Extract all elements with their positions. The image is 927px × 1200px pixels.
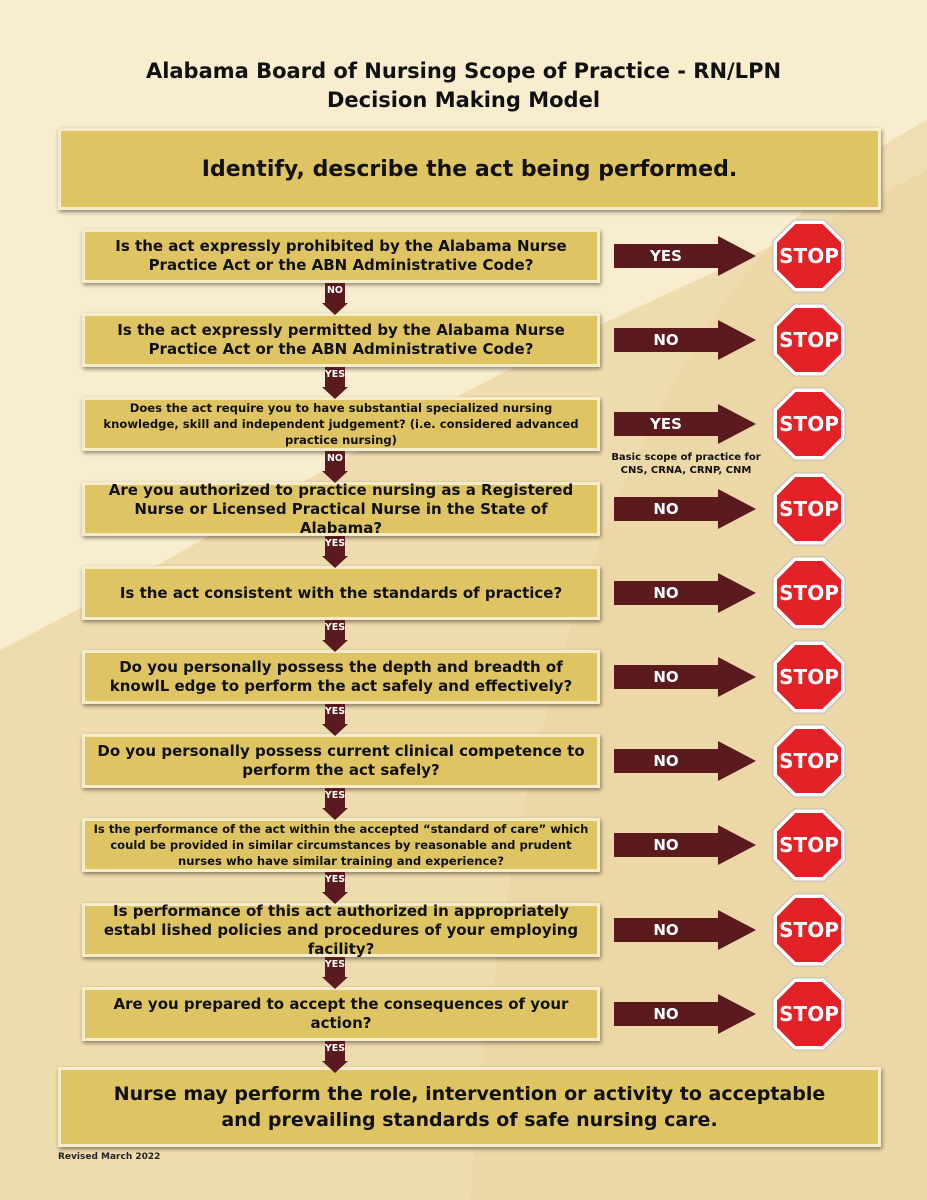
page-title: Alabama Board of Nursing Scope of Practi…: [145, 59, 782, 83]
side-arrow: NO: [614, 320, 756, 360]
side-arrow-label: NO: [653, 921, 679, 939]
question-box: Does the act require you to have substan…: [82, 397, 600, 451]
question-box: Is the performance of the act within the…: [82, 818, 600, 872]
side-arrow: NO: [614, 573, 756, 613]
side-arrow-label: NO: [653, 500, 679, 518]
stop-sign-icon: STOP: [772, 640, 846, 714]
down-arrow-label: YES: [324, 1043, 346, 1054]
stop-label: STOP: [779, 328, 839, 352]
down-arrow-label: YES: [324, 874, 346, 885]
stop-sign-icon: STOP: [772, 303, 846, 377]
side-arrow: YES: [614, 404, 756, 444]
stop-label: STOP: [779, 833, 839, 857]
stop-label: STOP: [779, 1002, 839, 1026]
down-arrow-label: YES: [324, 959, 346, 970]
stop-sign-icon: STOP: [772, 219, 846, 293]
stop-sign-icon: STOP: [772, 893, 846, 967]
question-box: Is performance of this act authorized in…: [82, 902, 600, 958]
question-box: Are you prepared to accept the consequen…: [82, 987, 600, 1041]
side-arrow-label: YES: [650, 415, 682, 433]
stop-sign-icon: STOP: [772, 977, 846, 1051]
down-arrow: YES: [322, 620, 348, 652]
stop-label: STOP: [779, 665, 839, 689]
stop-sign-icon: STOP: [772, 556, 846, 630]
side-arrow-label: YES: [650, 247, 682, 265]
stop-sign-icon: STOP: [772, 387, 846, 461]
down-arrow-label: NO: [326, 453, 344, 464]
side-arrow: NO: [614, 994, 756, 1034]
stop-sign-icon: STOP: [772, 472, 846, 546]
down-arrow: YES: [322, 536, 348, 568]
down-arrow: YES: [322, 872, 348, 904]
down-arrow: YES: [322, 367, 348, 399]
down-arrow-label: YES: [324, 790, 346, 801]
page-subtitle: Decision Making Model: [326, 88, 601, 112]
side-arrow-label: NO: [653, 668, 679, 686]
side-arrow: NO: [614, 741, 756, 781]
down-arrow-label: YES: [324, 369, 346, 380]
side-arrow-label: NO: [653, 331, 679, 349]
revision-footer: Revised March 2022: [58, 1152, 161, 1162]
question-box: Are you authorized to practice nursing a…: [82, 481, 600, 537]
side-arrow-label: NO: [653, 1005, 679, 1023]
side-arrow-label: NO: [653, 584, 679, 602]
down-arrow-label: YES: [324, 622, 346, 633]
stop-label: STOP: [779, 581, 839, 605]
final-box: Nurse may perform the role, intervention…: [58, 1067, 881, 1147]
question-box: Do you personally possess current clinic…: [82, 734, 600, 788]
stop-label: STOP: [779, 244, 839, 268]
side-arrow: YES: [614, 236, 756, 276]
down-arrow: YES: [322, 1041, 348, 1073]
side-arrow-label: NO: [653, 836, 679, 854]
header-box: Identify, describe the act being perform…: [58, 128, 881, 210]
down-arrow: NO: [322, 451, 348, 483]
down-arrow: YES: [322, 704, 348, 736]
down-arrow: YES: [322, 957, 348, 989]
question-box: Is the act consistent with the standards…: [82, 566, 600, 620]
side-arrow: NO: [614, 657, 756, 697]
side-arrow: NO: [614, 489, 756, 529]
side-arrow: NO: [614, 910, 756, 950]
advanced-practice-note: Basic scope of practice for CNS, CRNA, C…: [611, 452, 761, 476]
question-box: Is the act expressly permitted by the Al…: [82, 313, 600, 367]
down-arrow-label: YES: [324, 538, 346, 549]
stop-sign-icon: STOP: [772, 724, 846, 798]
side-arrow-label: NO: [653, 752, 679, 770]
stop-label: STOP: [779, 918, 839, 942]
down-arrow: NO: [322, 283, 348, 315]
down-arrow: YES: [322, 788, 348, 820]
question-box: Do you personally possess the depth and …: [82, 650, 600, 704]
down-arrow-label: NO: [326, 285, 344, 296]
side-arrow: NO: [614, 825, 756, 865]
stop-sign-icon: STOP: [772, 808, 846, 882]
stop-label: STOP: [779, 412, 839, 436]
down-arrow-label: YES: [324, 706, 346, 717]
question-box: Is the act expressly prohibited by the A…: [82, 229, 600, 283]
stop-label: STOP: [779, 749, 839, 773]
stop-label: STOP: [779, 497, 839, 521]
